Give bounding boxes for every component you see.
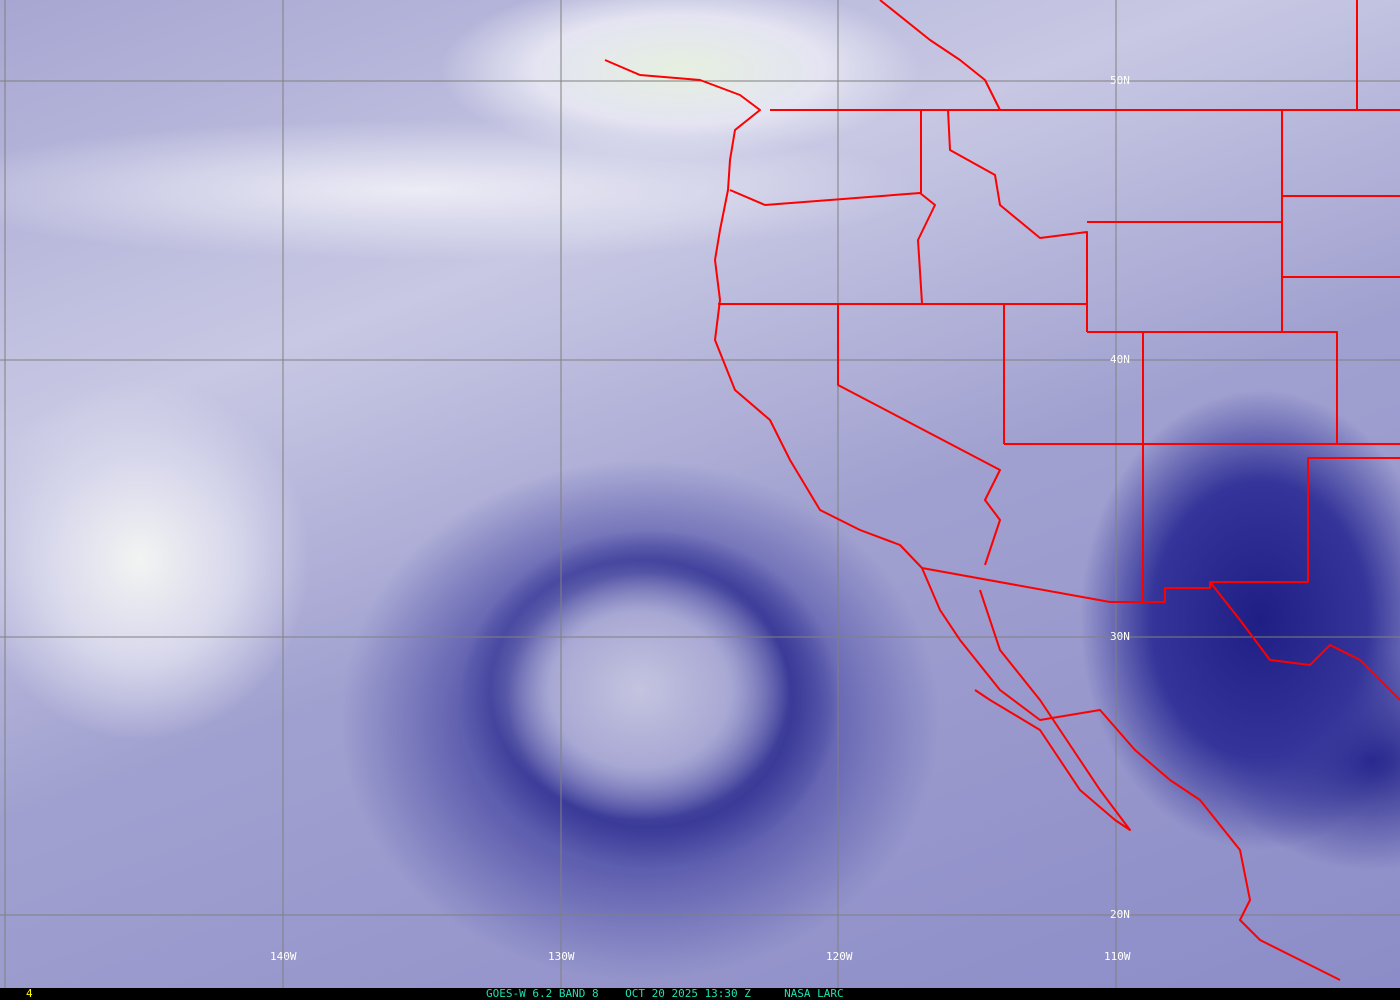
lat-label-20n: 20N <box>1110 908 1130 921</box>
footer-bar: 4 GOES-W 6.2 BAND 8 OCT 20 2025 13:30 Z … <box>0 988 1400 1000</box>
lon-label-110w: 110W <box>1104 950 1131 963</box>
lon-label-140w: 140W <box>270 950 297 963</box>
image-datetime: OCT 20 2025 13:30 Z <box>625 987 751 1000</box>
lon-label-120w: 120W <box>826 950 853 963</box>
image-caption: GOES-W 6.2 BAND 8 OCT 20 2025 13:30 Z NA… <box>486 988 844 1000</box>
lat-label-50n: 50N <box>1110 74 1130 87</box>
political-borders <box>604 0 1400 981</box>
satellite-band: GOES-W 6.2 BAND 8 <box>486 987 599 1000</box>
frame-number: 4 <box>26 987 33 1000</box>
image-source: NASA LARC <box>784 987 844 1000</box>
lat-label-30n: 30N <box>1110 630 1130 643</box>
lat-label-40n: 40N <box>1110 353 1130 366</box>
lon-label-130w: 130W <box>548 950 575 963</box>
